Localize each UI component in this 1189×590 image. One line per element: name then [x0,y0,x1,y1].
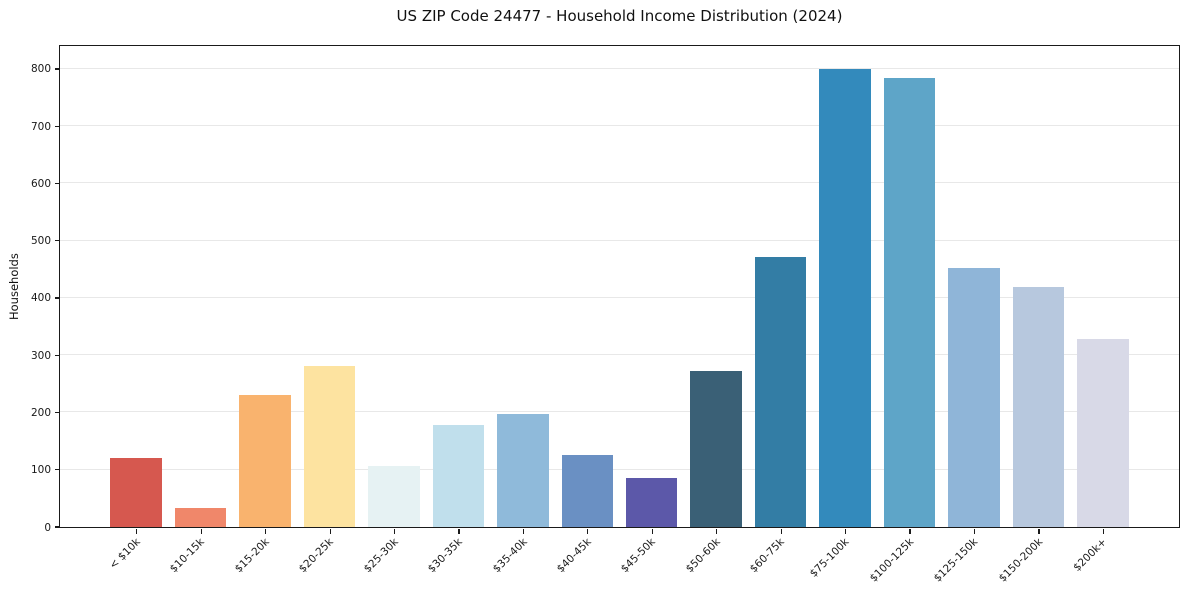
x-tick-mark-8 [587,528,589,534]
bar-< $10k [110,458,162,527]
y-tick-label-600: 600 [30,177,51,190]
x-tick-label-15: $150-200k [996,536,1045,585]
x-tick-mark-6 [458,528,460,534]
x-tick-mark-13 [909,528,911,534]
x-tick-label-6: $30-35k [425,536,465,576]
y-tick-mark-0 [55,526,60,528]
bar-$40-45k [561,454,614,527]
category-slot-12: $75-100k [808,46,877,580]
x-tick-label-4: $20-25k [296,536,337,576]
gridline-500 [60,239,1179,241]
y-tick-mark-600 [55,182,60,185]
x-tick-label-11: $60-75k [747,536,788,576]
y-tick-mark-200 [55,411,60,414]
y-tick-mark-500 [55,240,60,242]
x-tick-mark-15 [1038,528,1040,534]
y-tick-label-200: 200 [30,406,51,419]
x-tick-mark-2 [200,528,202,534]
gridline-800 [60,67,1179,69]
y-tick-mark-700 [55,125,60,127]
gridline-600 [60,182,1179,184]
y-tick-label-0: 0 [44,521,51,534]
y-tick-label-100: 100 [30,464,51,477]
category-slot-15: $150-200k [996,46,1070,585]
x-tick-label-9: $45-50k [619,536,659,576]
chart-title: US ZIP Code 24477 - Household Income Dis… [396,7,843,25]
bar-$50-60k [690,371,742,527]
gridline-400 [60,296,1179,298]
x-tick-mark-16 [1102,528,1104,534]
gridline-200 [60,411,1179,413]
category-slot-13: $100-125k [867,46,941,585]
x-tick-mark-10 [716,528,718,534]
x-tick-label-1: < $10k [107,536,143,572]
bar-$45-50k [625,478,678,527]
x-tick-mark-14 [973,528,976,534]
x-tick-mark-7 [522,528,525,534]
x-tick-mark-3 [265,528,267,534]
x-tick-label-16: $200k+ [1071,536,1110,574]
bar-$15-20k [239,394,291,527]
x-tick-mark-4 [329,528,331,534]
x-tick-label-12: $75-100k [807,536,852,580]
category-slot-16: $200k+ [1071,46,1135,574]
category-slot-6: $30-35k [426,46,490,575]
y-tick-label-700: 700 [30,120,51,133]
plot-area: 0 100 200 300 400 500 600 700 800 < $10k $10-15k $… [31,45,1180,585]
y-tick-label-500: 500 [30,235,51,248]
y-tick-mark-300 [55,354,60,356]
category-slot-3: $15-20k [232,46,297,575]
x-tick-mark-11 [780,528,782,534]
bar-$10-15k [174,508,227,527]
gridline-300 [60,354,1179,356]
category-slot-10: $50-60k [684,46,748,575]
category-slot-7: $35-40k [490,46,555,575]
bar-$20-25k [303,365,356,527]
y-tick-mark-100 [55,469,60,471]
category-slot-5: $25-30k [361,46,426,575]
x-tick-label-3: $15-20k [232,536,272,576]
gridline-700 [60,125,1179,127]
bar-$35-40k [497,414,549,527]
category-slot-4: $20-25k [297,46,361,575]
y-tick-mark-400 [55,297,60,299]
y-tick-label-300: 300 [30,349,51,362]
bar-$200k+ [1077,338,1129,527]
category-slot-14: $125-150k [932,46,1006,585]
x-tick-label-13: $100-125k [867,536,916,585]
category-slot-11: $60-75k [748,46,812,575]
category-slot-8: $40-45k [555,46,619,575]
bar-$100-125k [883,77,936,527]
x-tick-mark-1 [136,528,138,534]
x-tick-label-7: $35-40k [490,536,530,576]
x-tick-mark-9 [651,528,653,534]
x-tick-label-14: $125-150k [931,536,981,585]
y-tick-label-400: 400 [30,292,51,305]
bar-$60-75k [754,256,807,527]
bar-$75-100k [819,69,871,527]
category-slot-1: < $10k [104,46,168,572]
bar-$25-30k [368,465,420,527]
x-tick-label-10: $50-60k [683,536,723,576]
category-slot-9: $45-50k [619,46,684,575]
y-axis-label: Households [7,253,21,320]
category-slot-2: $10-15k [168,46,232,575]
gridline-100 [60,468,1179,470]
x-tick-mark-12 [845,528,847,534]
x-tick-label-5: $25-30k [361,536,401,576]
bar-$125-150k [948,268,1000,527]
bar-$150-200k [1012,287,1065,527]
x-tick-mark-5 [393,528,396,534]
bar-$30-35k [432,424,485,527]
y-tick-label-800: 800 [30,63,51,76]
x-tick-label-2: $10-15k [168,536,208,576]
y-tick-mark-800 [55,68,60,70]
x-tick-label-8: $40-45k [554,536,594,576]
bars-row: < $10k $10-15k $15-20k $20-25k $25-30k $30-35… [60,46,1179,585]
